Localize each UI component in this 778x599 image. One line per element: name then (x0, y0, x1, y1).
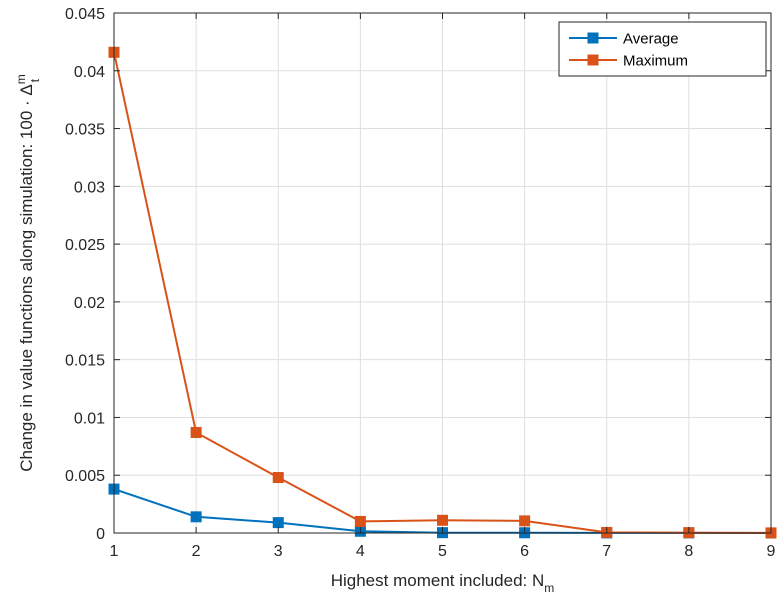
y-axis-label-superscript: m (14, 74, 28, 84)
legend-label-average: Average (623, 31, 679, 48)
y-axis-label: Change in value functions along simulati… (14, 74, 42, 471)
x-tick-label: 4 (356, 543, 365, 560)
y-tick-label: 0 (96, 526, 105, 543)
x-tick-label: 9 (767, 543, 776, 560)
x-tick-label: 6 (520, 543, 529, 560)
legend-marker-average (587, 32, 599, 44)
y-tick-label: 0.045 (65, 6, 105, 23)
y-axis-label-main: Change in value functions along simulati… (17, 84, 36, 471)
data-point-maximum (190, 426, 202, 438)
data-point-average (190, 511, 202, 523)
data-point-average (272, 517, 284, 529)
y-tick-label: 0.02 (74, 295, 105, 312)
x-tick-label: 2 (192, 543, 201, 560)
x-tick-label: 5 (438, 543, 447, 560)
legend-marker-maximum (587, 54, 599, 66)
grid (113, 12, 772, 534)
y-tick-label: 0.035 (65, 122, 105, 139)
y-tick-label: 0.04 (74, 64, 105, 81)
y-tick-label: 0.025 (65, 237, 105, 254)
x-tick-label: 7 (602, 543, 611, 560)
x-tick-label: 1 (110, 543, 119, 560)
y-tick-label: 0.01 (74, 410, 105, 427)
y-axis-label-subscript: t (28, 78, 42, 82)
x-axis-label-main: Highest moment included: N (331, 571, 545, 590)
y-tick-label: 0.03 (74, 179, 105, 196)
legend-box (558, 21, 767, 77)
legend-label-maximum: Maximum (623, 53, 688, 70)
legend: Average Maximum (558, 21, 767, 77)
data-point-maximum (354, 515, 366, 527)
axis-ticks: 1 2 3 4 5 6 7 8 9 0 0.005 0.01 0.015 0.02 0.025 0.03 0.0… (65, 6, 776, 560)
data-point-maximum (519, 515, 531, 527)
y-tick-label: 0.005 (65, 468, 105, 485)
data-point-maximum (272, 472, 284, 484)
x-tick-label: 3 (274, 543, 283, 560)
data-point-maximum (437, 514, 448, 526)
x-axis-label: Highest moment included: Nm (331, 571, 555, 595)
x-tick-label: 8 (684, 543, 693, 560)
y-tick-label: 0.015 (65, 353, 105, 370)
x-axis-label-subscript: m (544, 581, 554, 595)
